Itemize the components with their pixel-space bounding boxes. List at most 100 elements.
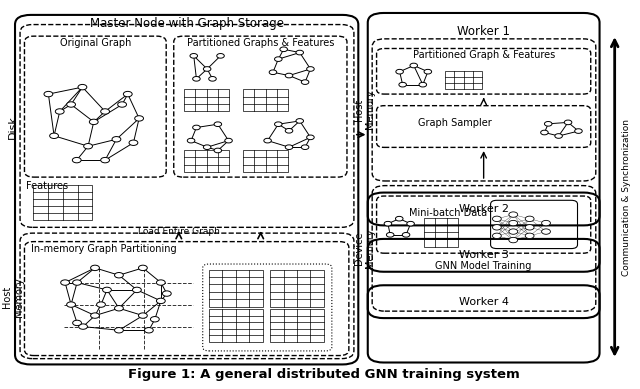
Circle shape — [190, 54, 198, 58]
Circle shape — [301, 80, 309, 84]
Circle shape — [124, 91, 132, 97]
Circle shape — [204, 145, 211, 149]
Circle shape — [407, 221, 414, 226]
Text: Mini-batch Data: Mini-batch Data — [409, 208, 487, 218]
Circle shape — [129, 140, 138, 145]
Circle shape — [396, 69, 403, 74]
Circle shape — [214, 148, 221, 153]
Text: Load Entire Graph: Load Entire Graph — [138, 228, 220, 237]
Text: Host
Memory: Host Memory — [3, 277, 24, 317]
Circle shape — [301, 145, 309, 149]
Circle shape — [134, 116, 143, 121]
Circle shape — [525, 233, 534, 238]
Bar — [209, 309, 262, 342]
Text: Worker 1: Worker 1 — [457, 25, 510, 38]
Circle shape — [193, 77, 200, 81]
Circle shape — [115, 273, 124, 278]
Circle shape — [118, 102, 127, 107]
Circle shape — [264, 138, 271, 143]
Circle shape — [509, 212, 518, 217]
Circle shape — [163, 291, 172, 296]
Circle shape — [541, 229, 550, 234]
Circle shape — [419, 82, 427, 87]
Text: Figure 1: A general distributed GNN training system: Figure 1: A general distributed GNN trai… — [128, 368, 520, 381]
Circle shape — [91, 313, 99, 318]
Text: Worker 2: Worker 2 — [459, 204, 509, 214]
Circle shape — [61, 280, 70, 285]
Text: Original Graph: Original Graph — [60, 38, 131, 48]
Bar — [184, 150, 229, 172]
Circle shape — [217, 54, 224, 58]
Bar — [270, 270, 324, 307]
Circle shape — [188, 138, 195, 143]
Bar — [270, 309, 324, 342]
Circle shape — [307, 67, 314, 71]
Circle shape — [97, 302, 106, 307]
Circle shape — [150, 317, 159, 322]
Circle shape — [214, 122, 221, 126]
Bar — [243, 150, 289, 172]
Circle shape — [55, 109, 64, 114]
Circle shape — [156, 298, 165, 303]
Circle shape — [138, 265, 147, 271]
Circle shape — [509, 229, 518, 234]
Text: Features: Features — [26, 181, 68, 191]
Circle shape — [209, 77, 216, 81]
Circle shape — [509, 237, 518, 243]
Circle shape — [73, 320, 81, 326]
Circle shape — [67, 102, 76, 107]
Circle shape — [492, 233, 501, 238]
Circle shape — [132, 287, 141, 293]
Circle shape — [156, 280, 165, 285]
Bar — [445, 71, 483, 89]
Circle shape — [225, 138, 232, 143]
Text: Master Node with Graph Storage: Master Node with Graph Storage — [90, 17, 284, 30]
Circle shape — [100, 109, 109, 114]
Bar — [33, 185, 93, 220]
Text: Disk: Disk — [8, 115, 18, 139]
Circle shape — [280, 47, 287, 52]
Circle shape — [115, 305, 124, 311]
Bar — [209, 270, 262, 307]
Text: Partitioned Graphs & Features: Partitioned Graphs & Features — [187, 38, 334, 48]
Bar — [243, 89, 289, 112]
Bar — [424, 218, 458, 247]
Text: Worker 4: Worker 4 — [459, 297, 509, 307]
Circle shape — [492, 216, 501, 222]
Circle shape — [138, 313, 147, 318]
Circle shape — [79, 324, 88, 329]
Circle shape — [387, 233, 394, 237]
Circle shape — [285, 73, 292, 78]
Circle shape — [91, 265, 99, 271]
Text: Host
Memory: Host Memory — [354, 90, 376, 130]
Text: In-memory Graph Partitioning: In-memory Graph Partitioning — [31, 244, 177, 254]
Circle shape — [145, 328, 153, 333]
Circle shape — [509, 221, 518, 226]
Circle shape — [564, 120, 572, 125]
Circle shape — [541, 221, 550, 226]
Circle shape — [193, 125, 200, 130]
Circle shape — [541, 130, 548, 135]
Text: Device
Memory: Device Memory — [354, 229, 376, 268]
Circle shape — [399, 82, 406, 87]
Circle shape — [384, 221, 392, 226]
Circle shape — [44, 91, 53, 97]
Circle shape — [115, 328, 124, 333]
Circle shape — [555, 134, 563, 138]
Circle shape — [50, 133, 58, 138]
Circle shape — [84, 144, 93, 149]
Circle shape — [285, 128, 292, 133]
Circle shape — [67, 302, 76, 307]
Circle shape — [112, 137, 121, 142]
Text: Partitioned Graph & Features: Partitioned Graph & Features — [413, 51, 555, 60]
Text: GNN Model Training: GNN Model Training — [435, 261, 532, 271]
Circle shape — [424, 69, 431, 74]
Circle shape — [204, 67, 211, 71]
Circle shape — [275, 122, 282, 126]
Circle shape — [102, 287, 111, 293]
Circle shape — [296, 50, 303, 55]
Circle shape — [575, 129, 582, 133]
Circle shape — [492, 224, 501, 230]
Circle shape — [296, 119, 303, 123]
Circle shape — [275, 57, 282, 61]
